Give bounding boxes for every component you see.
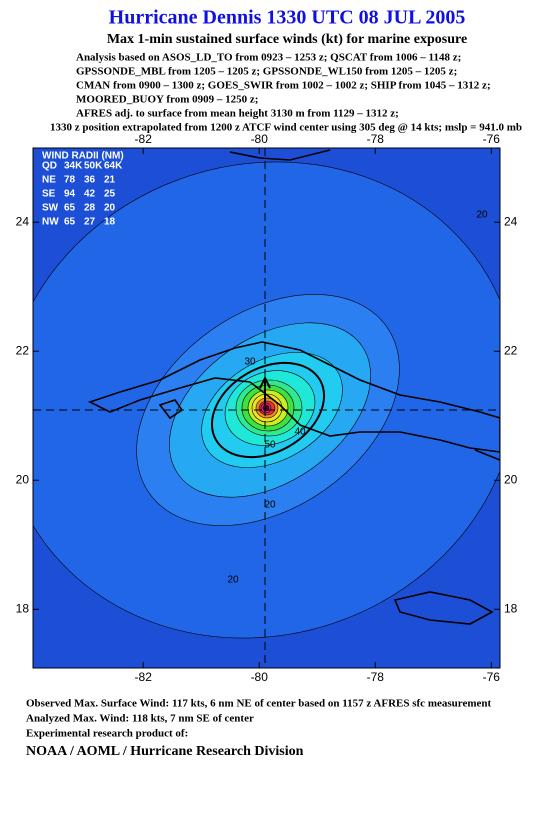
contour-label: 40 — [294, 427, 306, 438]
radii-cell: 65 — [64, 217, 76, 228]
x-tick-label: -76 — [483, 132, 501, 146]
radii-cell: 18 — [104, 217, 116, 228]
contour-label: 20 — [264, 500, 276, 511]
motion-arrow — [259, 375, 271, 405]
radii-cell: NW — [42, 217, 59, 228]
y-tick-label: 20 — [504, 472, 518, 486]
radii-cell: 27 — [84, 217, 96, 228]
radii-cell: 36 — [84, 175, 96, 186]
footer-line: Observed Max. Surface Wind: 117 kts, 6 n… — [26, 698, 491, 710]
radii-cell: 21 — [104, 175, 116, 186]
coastline — [229, 149, 331, 161]
radii-cell: 25 — [104, 189, 116, 200]
x-tick-label: -80 — [251, 670, 269, 684]
radii-cell: SW — [42, 203, 59, 214]
footer-line: Analyzed Max. Wind: 118 kts, 7 nm SE of … — [26, 713, 254, 725]
radii-header: 50K — [84, 161, 103, 172]
x-tick-label: -78 — [367, 132, 385, 146]
x-tick-label: -82 — [135, 132, 153, 146]
y-tick-label: 22 — [504, 343, 518, 357]
wind-contour — [210, 361, 326, 459]
contour-label: 50 — [264, 440, 276, 451]
coastline — [474, 449, 500, 461]
analysis-line: Analysis based on ASOS_LD_TO from 0923 –… — [76, 52, 461, 64]
radii-header: 34K — [64, 161, 83, 172]
plot-area: 20 30 40 50 20 20 — [33, 148, 500, 668]
y-tick-label: 18 — [16, 601, 30, 615]
footer-org: NOAA / AOML / Hurricane Research Divisio… — [26, 744, 304, 759]
radii-cell: NE — [42, 175, 56, 186]
analysis-line: 1330 z position extrapolated from 1200 z… — [50, 122, 522, 134]
analysis-line: CMAN from 0900 – 1300 z; GOES_SWIR from … — [76, 80, 491, 92]
radii-cell: 78 — [64, 175, 76, 186]
contour-label: 30 — [244, 357, 256, 368]
analysis-line: GPSSONDE_MBL from 1205 – 1205 z; GPSSOND… — [76, 66, 457, 78]
y-tick-label: 24 — [504, 214, 518, 228]
radii-cell: 20 — [104, 203, 116, 214]
coastline — [393, 591, 494, 625]
x-tick-label: -78 — [367, 670, 385, 684]
analysis-line: AFRES adj. to surface from mean height 3… — [76, 108, 399, 120]
radii-cell: 65 — [64, 203, 76, 214]
frame — [32, 147, 501, 669]
coastline — [87, 341, 500, 453]
y-tick-label: 20 — [16, 472, 30, 486]
radii-cell: 94 — [64, 189, 76, 200]
contour-label: 20 — [227, 575, 239, 586]
radii-cell: 28 — [84, 203, 96, 214]
subtitle: Max 1-min sustained surface winds (kt) f… — [107, 32, 467, 47]
radii-header: 64K — [104, 161, 123, 172]
title: Hurricane Dennis 1330 UTC 08 JUL 2005 — [109, 7, 466, 29]
radii-cell: SE — [42, 189, 56, 200]
radii-header: QD — [42, 161, 57, 172]
y-tick-label: 24 — [16, 214, 30, 228]
x-tick-label: -82 — [135, 670, 153, 684]
radii-cell: 42 — [84, 189, 96, 200]
y-tick-label: 22 — [16, 343, 30, 357]
radii-title: WIND RADII (NM) — [42, 151, 124, 162]
contour-label: 20 — [476, 210, 488, 221]
footer-line: Experimental research product of: — [26, 728, 188, 740]
x-tick-label: -76 — [483, 670, 501, 684]
x-tick-label: -80 — [251, 132, 269, 146]
analysis-line: MOORED_BUOY from 0909 – 1250 z; — [76, 94, 258, 106]
y-tick-label: 18 — [504, 601, 518, 615]
